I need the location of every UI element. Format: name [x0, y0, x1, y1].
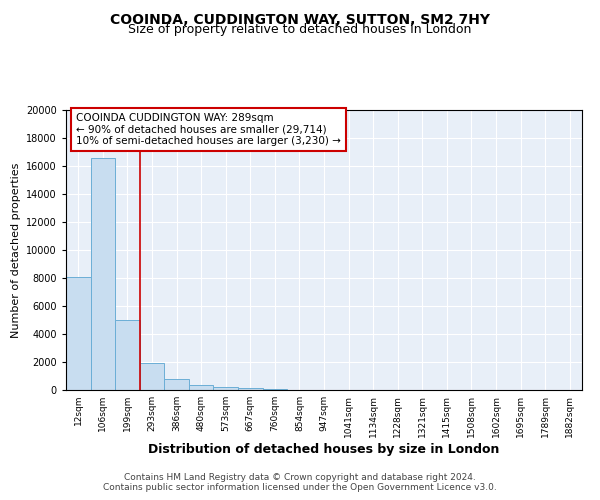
Bar: [214, 387, 238, 390]
Text: COOINDA, CUDDINGTON WAY, SUTTON, SM2 7HY: COOINDA, CUDDINGTON WAY, SUTTON, SM2 7HY: [110, 12, 490, 26]
Bar: [66, 278, 91, 390]
X-axis label: Distribution of detached houses by size in London: Distribution of detached houses by size …: [148, 442, 500, 456]
Text: Contains HM Land Registry data © Crown copyright and database right 2024.
Contai: Contains HM Land Registry data © Crown c…: [103, 473, 497, 492]
Bar: [115, 320, 140, 390]
Bar: [164, 379, 189, 390]
Bar: [189, 384, 214, 390]
Bar: [238, 388, 263, 390]
Text: COOINDA CUDDINGTON WAY: 289sqm
← 90% of detached houses are smaller (29,714)
10%: COOINDA CUDDINGTON WAY: 289sqm ← 90% of …: [76, 113, 341, 146]
Bar: [140, 364, 164, 390]
Bar: [91, 158, 115, 390]
Y-axis label: Number of detached properties: Number of detached properties: [11, 162, 20, 338]
Text: Size of property relative to detached houses in London: Size of property relative to detached ho…: [128, 22, 472, 36]
Bar: [263, 388, 287, 390]
